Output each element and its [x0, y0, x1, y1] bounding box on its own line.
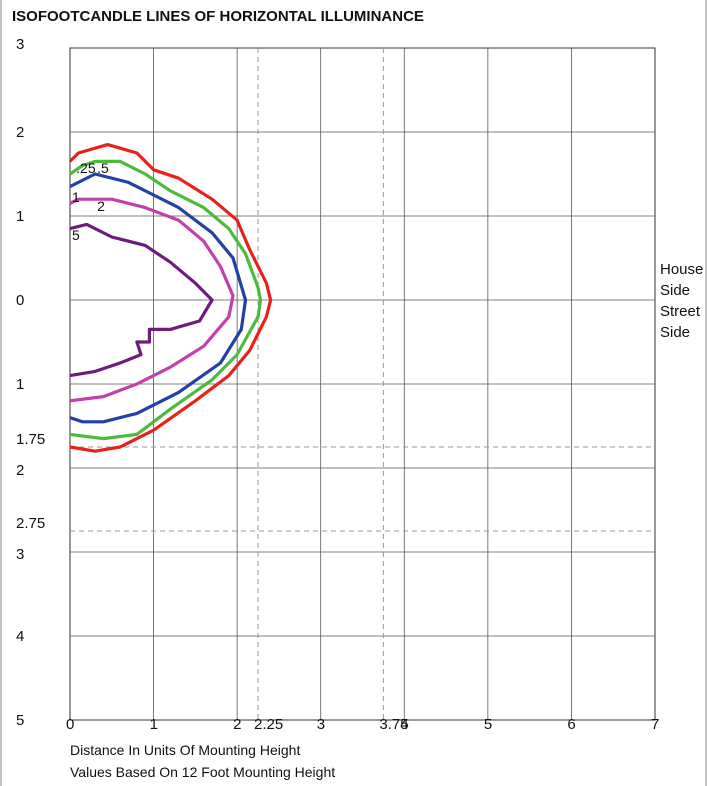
x-tick-label: 2: [233, 716, 242, 733]
x-tick-label: 1: [149, 716, 158, 733]
contour-line-2: [69, 197, 235, 403]
y-tick-label: 3: [16, 546, 25, 563]
street-side-label: Street Side: [660, 303, 701, 341]
footnote-values: Values Based On 12 Foot Mounting Height: [70, 764, 336, 780]
x-tick-label: 2.25: [254, 716, 284, 733]
x-tick-label: 4: [400, 716, 409, 733]
y-tick-label: 2: [16, 462, 25, 479]
y-tick-label: 0: [16, 292, 25, 309]
contour-label: 1: [72, 189, 80, 206]
y-tick-label: 1.75: [16, 431, 46, 448]
contour-line-5: [69, 222, 214, 378]
y-tick-label: 5: [16, 712, 25, 729]
contour-label: .25: [76, 159, 96, 176]
x-tick-label: 3.75: [379, 716, 409, 733]
contour-line-1: [69, 172, 248, 424]
x-tick-label: 7: [651, 716, 660, 733]
y-tick-label: 1: [16, 208, 25, 225]
contour-line-pt5: [69, 159, 263, 441]
y-tick-label: 2.75: [16, 515, 46, 532]
chart-title: ISOFOOTCANDLE LINES OF HORIZONTAL ILLUMI…: [12, 8, 424, 25]
x-tick-label: 0: [66, 716, 75, 733]
y-tick-label: 3: [16, 36, 25, 53]
contour-label: .5: [97, 159, 109, 176]
contour-label: 5: [72, 227, 80, 243]
x-tick-label: 6: [567, 716, 576, 733]
contour-line-pt25: [68, 143, 273, 453]
x-tick-label: 5: [483, 716, 493, 733]
y-tick-label: 1: [16, 376, 25, 393]
y-tick-label: 4: [16, 628, 25, 645]
y-tick-label: 2: [16, 124, 25, 141]
house-side-label: House Side: [660, 261, 704, 299]
footnote-distance: Distance In Units Of Mounting Height: [70, 742, 301, 758]
contour-label: 2: [97, 197, 105, 214]
x-tick-label: 3: [316, 716, 326, 733]
